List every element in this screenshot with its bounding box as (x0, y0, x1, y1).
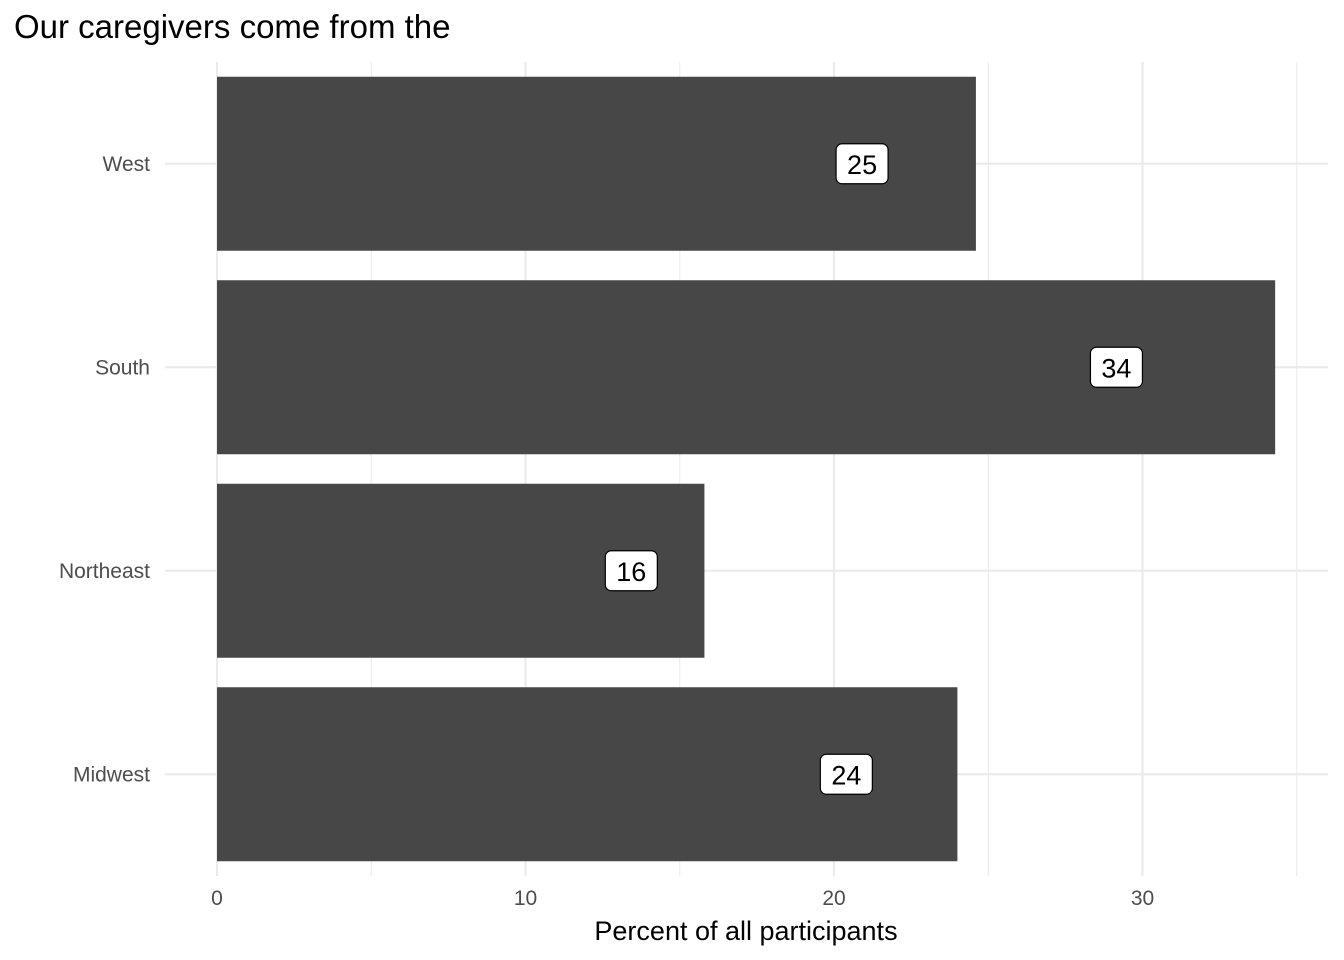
data-label-box (1089, 346, 1144, 388)
data-label-box (604, 550, 658, 592)
data-label: 24 (831, 760, 861, 790)
x-tick-label: 0 (211, 887, 223, 910)
chart-title: Our caregivers come from the (14, 8, 451, 45)
y-tick-label: South (95, 356, 150, 379)
data-label: 25 (847, 150, 877, 180)
x-tick-label: 30 (1131, 887, 1154, 910)
data-label-box (819, 753, 873, 795)
axes: Percent of all participants 0 10 20 30 West S… (59, 153, 1154, 946)
x-axis-title: Percent of all participants (594, 916, 897, 946)
x-tick-label: 20 (822, 887, 845, 910)
data-label: 34 (1101, 353, 1131, 383)
data-labels: 25 34 16 24 (604, 143, 1144, 795)
data-label: 16 (616, 557, 646, 587)
y-tick-label: Midwest (73, 763, 150, 786)
y-tick-label: Northeast (59, 560, 150, 583)
bars (217, 76, 1276, 862)
data-label-box (835, 143, 889, 185)
x-tick-label: 10 (514, 887, 537, 910)
y-tick-label: West (103, 153, 151, 176)
